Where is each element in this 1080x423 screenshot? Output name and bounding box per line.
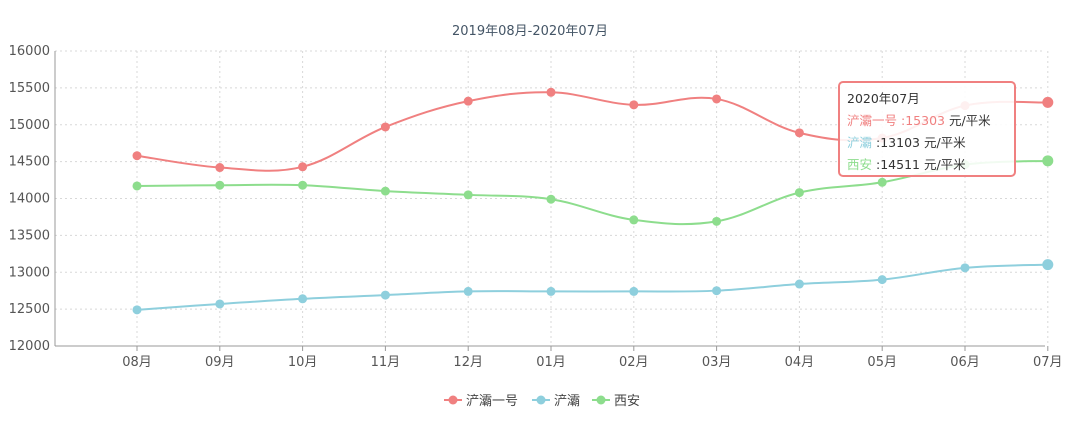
x-tick-label: 02月 — [619, 355, 649, 370]
data-point[interactable] — [380, 122, 390, 132]
chart-title: 2019年08月-2020年07月 — [452, 24, 608, 39]
tooltip-row-changba: 浐灞 :13103 元/平米 — [847, 132, 1007, 154]
y-tick-label: 13000 — [9, 265, 50, 280]
tooltip-series-name: 西安 — [847, 157, 873, 172]
legend-label: 西安 — [614, 394, 640, 409]
x-tick-label: 05月 — [867, 355, 897, 370]
tooltip-unit: 元/平米 — [923, 135, 966, 150]
x-tick-label: 03月 — [702, 355, 732, 370]
data-point[interactable] — [546, 87, 556, 97]
data-point[interactable] — [960, 263, 970, 273]
data-point[interactable] — [298, 162, 308, 172]
data-point[interactable] — [546, 286, 556, 296]
x-tick-label: 07月 — [1033, 355, 1063, 370]
legend-marker — [536, 395, 546, 405]
data-point[interactable] — [215, 299, 225, 309]
y-tick-label: 14000 — [9, 192, 50, 207]
data-point[interactable] — [215, 180, 225, 190]
y-tick-label: 12000 — [9, 339, 50, 354]
grid — [55, 50, 1049, 346]
x-tick-label: 10月 — [288, 355, 318, 370]
data-point[interactable] — [463, 96, 473, 106]
legend[interactable]: 浐灞一号 浐灞 西安 — [444, 394, 640, 409]
x-tick-label: 09月 — [205, 355, 235, 370]
data-point[interactable] — [463, 190, 473, 200]
legend-marker — [596, 395, 606, 405]
tooltip-value: :14511 — [876, 157, 920, 172]
legend-marker — [448, 395, 458, 405]
y-tick-label: 14500 — [9, 155, 50, 170]
data-point[interactable] — [794, 279, 804, 289]
x-tick-label: 08月 — [122, 355, 152, 370]
tooltip-series-name: 浐灞 — [847, 135, 873, 150]
x-tick-label: 12月 — [453, 355, 483, 370]
tooltip-unit: 元/平米 — [923, 157, 966, 172]
tooltip-title: 2020年07月 — [847, 91, 920, 106]
tooltip-series-name: 浐灞一号 — [847, 113, 898, 128]
data-point[interactable] — [877, 275, 887, 285]
x-tick-label: 01月 — [536, 355, 566, 370]
y-axis-ticks: 12000 12500 13000 13500 14000 14500 15000 15500… — [9, 44, 50, 354]
y-tick-label: 12500 — [9, 302, 50, 317]
data-point[interactable] — [877, 177, 887, 187]
data-point[interactable] — [629, 100, 639, 110]
x-tick-label: 06月 — [950, 355, 980, 370]
data-point[interactable] — [298, 180, 308, 190]
legend-item[interactable]: 西安 — [592, 394, 640, 409]
data-point[interactable] — [1042, 259, 1054, 271]
data-point[interactable] — [712, 216, 722, 226]
data-point[interactable] — [132, 305, 142, 315]
tooltip-value: :13103 — [876, 135, 920, 150]
tooltip-row-changba-no1: 浐灞一号 :15303 元/平米 — [847, 110, 1007, 132]
x-tick-label: 11月 — [371, 355, 401, 370]
data-point[interactable] — [380, 186, 390, 196]
tooltip-unit: 元/平米 — [948, 113, 991, 128]
data-point[interactable] — [1042, 96, 1054, 108]
y-tick-label: 15500 — [9, 81, 50, 96]
legend-item[interactable]: 浐灞一号 — [444, 394, 518, 409]
tooltip-row-xian: 西安 :14511 元/平米 — [847, 154, 1007, 176]
data-point[interactable] — [712, 94, 722, 104]
y-tick-label: 15000 — [9, 118, 50, 133]
x-axis-ticks: 08月 09月 10月 11月 12月 01月 02月 03月 04月 05月 06月 07月 — [122, 355, 1062, 370]
series-line-1 — [136, 263, 1048, 311]
data-point[interactable] — [380, 290, 390, 300]
data-point[interactable] — [629, 215, 639, 225]
y-tick-label: 16000 — [9, 44, 50, 59]
axes — [54, 51, 1049, 351]
data-point[interactable] — [215, 163, 225, 173]
legend-label: 浐灞 — [554, 394, 580, 409]
legend-item[interactable]: 浐灞 — [532, 394, 580, 409]
tooltip: 2020年07月 浐灞一号 :15303 元/平米 浐灞 :13103 元/平米… — [838, 81, 1016, 177]
tooltip-value: :15303 — [901, 113, 945, 128]
series-line-2 — [136, 159, 1048, 226]
data-point[interactable] — [794, 128, 804, 138]
data-point[interactable] — [132, 151, 142, 161]
data-point[interactable] — [794, 188, 804, 198]
y-tick-label: 13500 — [9, 228, 50, 243]
data-point[interactable] — [712, 286, 722, 296]
data-point[interactable] — [546, 194, 556, 204]
data-point[interactable] — [463, 286, 473, 296]
data-point[interactable] — [132, 181, 142, 191]
x-tick-label: 04月 — [785, 355, 815, 370]
legend-label: 浐灞一号 — [466, 394, 518, 409]
data-point[interactable] — [629, 286, 639, 296]
data-point[interactable] — [298, 294, 308, 304]
data-point[interactable] — [1042, 155, 1054, 167]
